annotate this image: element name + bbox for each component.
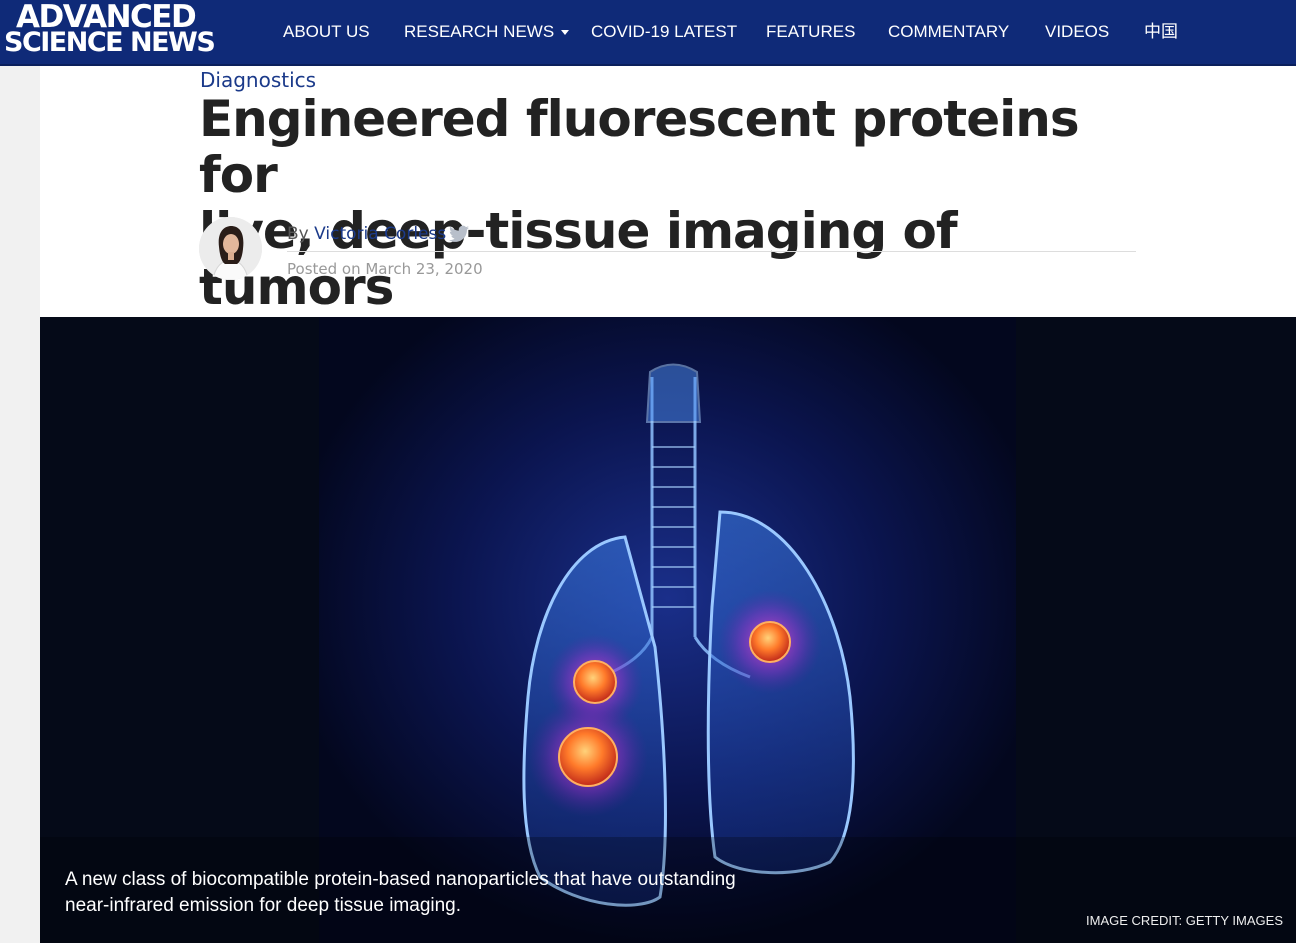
hero-caption-line-2: near-infrared emission for deep tissue i…	[65, 895, 462, 916]
site-logo[interactable]: ADVANCED SCIENCE NEWS	[4, 0, 236, 60]
byline: By Victoria Corless	[287, 224, 446, 244]
nav-china[interactable]: 中国	[1144, 22, 1178, 41]
hero-caption-line-1: A new class of biocompatible protein-bas…	[65, 869, 736, 890]
article-title: Engineered fluorescent proteins for live…	[199, 91, 1159, 315]
nav-videos[interactable]: VIDEOS	[1045, 22, 1110, 41]
article-title-line-2: live, deep-tissue imaging of tumors	[199, 202, 958, 316]
nav-features[interactable]: FEATURES	[766, 22, 856, 41]
posted-date: Posted on March 23, 2020	[287, 260, 483, 278]
article-title-line-1: Engineered fluorescent proteins for	[199, 90, 1080, 204]
twitter-icon[interactable]	[449, 225, 469, 243]
nav-research-news-label: RESEARCH NEWS	[404, 22, 555, 41]
nav-covid-latest[interactable]: COVID-19 LATEST	[591, 22, 738, 41]
author-avatar[interactable]	[199, 217, 262, 280]
byline-prefix: By	[287, 224, 309, 244]
nav-research-news[interactable]: RESEARCH NEWS	[404, 0, 570, 64]
logo-line-2: SCIENCE NEWS	[4, 27, 216, 58]
author-link[interactable]: Victoria Corless	[314, 224, 447, 244]
logo-line-1: ADVANCED	[16, 0, 197, 35]
nav-commentary[interactable]: COMMENTARY	[888, 22, 1010, 41]
lungs-illustration	[40, 317, 1296, 943]
top-navigation-bar: ADVANCED SCIENCE NEWS ABOUT US RESEARCH …	[0, 0, 1296, 66]
chevron-down-icon	[561, 30, 570, 36]
image-credit: IMAGE CREDIT: GETTY IMAGES	[1086, 913, 1283, 928]
nav-about-us[interactable]: ABOUT US	[283, 22, 370, 41]
hero-image	[40, 317, 1296, 943]
byline-divider	[287, 251, 1136, 252]
category-link[interactable]: Diagnostics	[200, 68, 317, 92]
article-header-panel	[40, 66, 1296, 317]
hero-caption: A new class of biocompatible protein-bas…	[65, 867, 785, 919]
